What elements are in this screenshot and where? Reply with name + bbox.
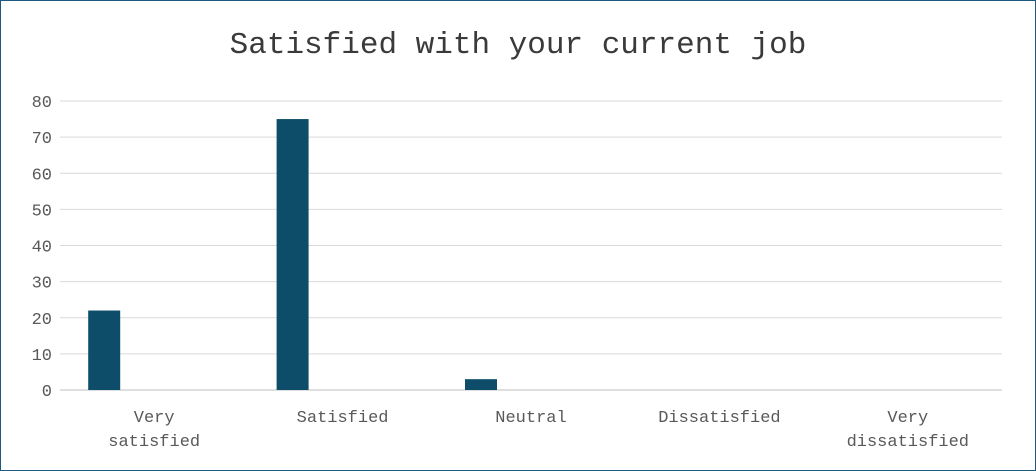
x-category-label: Very: [887, 409, 928, 428]
y-tick-label: 60: [32, 166, 52, 185]
y-tick-label: 0: [42, 383, 52, 402]
gridlines: [60, 100, 1002, 391]
x-category-label: dissatisfied: [847, 433, 969, 452]
y-tick-label: 30: [32, 275, 52, 294]
y-tick-label: 20: [32, 311, 52, 330]
x-category-label: Dissatisfied: [658, 409, 780, 428]
x-category-label: Satisfied: [297, 409, 389, 428]
bar: [88, 310, 121, 390]
x-category-label: Neutral: [495, 409, 566, 428]
y-axis-ticks: 0 10 20 30 40 50 60 70 80: [32, 94, 52, 402]
bar: [465, 379, 497, 390]
y-tick-label: 40: [32, 239, 52, 258]
y-tick-label: 80: [32, 94, 52, 113]
bar: [276, 119, 309, 390]
x-category-label: satisfied: [108, 433, 200, 452]
chart-title: Satisfied with your current job: [229, 28, 807, 63]
y-tick-label: 50: [32, 202, 52, 221]
x-category-label: Very: [134, 409, 175, 428]
y-tick-label: 10: [32, 347, 52, 366]
bars: [88, 119, 497, 390]
x-axis-labels: Very satisfied Satisfied Neutral Dissatisfie…: [108, 409, 969, 452]
y-tick-label: 70: [32, 130, 52, 149]
